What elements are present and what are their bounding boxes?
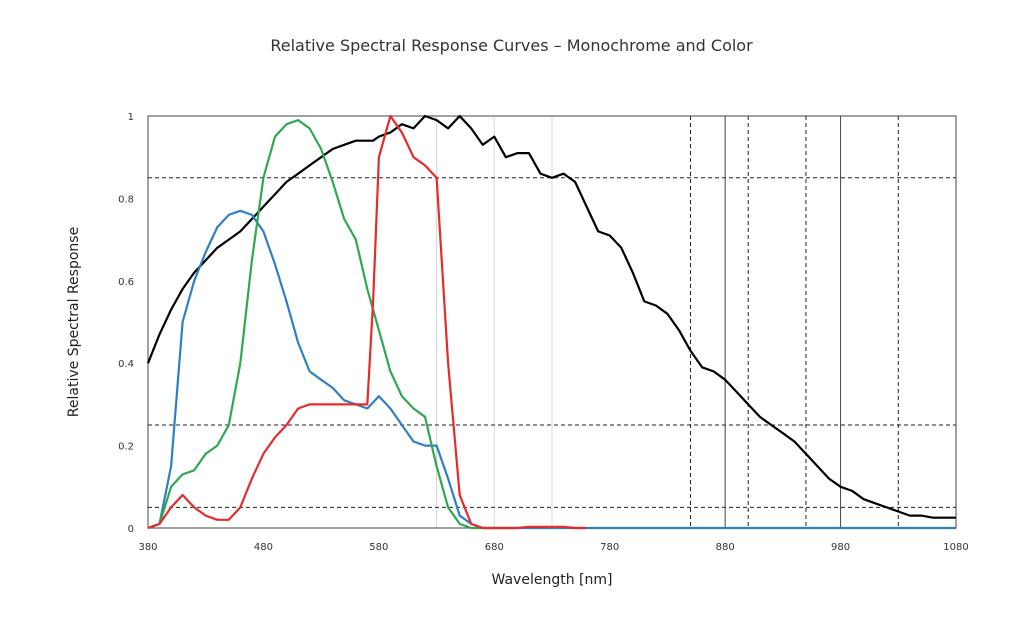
y-tick-label: 0.8 [118, 194, 134, 205]
x-axis-label: Wavelength [nm] [492, 572, 613, 588]
y-axis-label: Relative Spectral Response [66, 227, 82, 417]
y-tick-label: 0.2 [118, 442, 134, 453]
series-line-2 [148, 120, 517, 528]
y-tick-label: 1 [128, 112, 134, 123]
x-tick-label: 780 [600, 542, 619, 553]
x-tick-label: 480 [254, 542, 273, 553]
x-tick-label: 980 [831, 542, 850, 553]
x-tick-label: 1080 [943, 542, 968, 553]
y-tick-label: 0 [128, 524, 134, 535]
x-tick-label: 580 [369, 542, 388, 553]
x-tick-label: 680 [485, 542, 504, 553]
y-tick-label: 0.6 [118, 277, 134, 288]
y-tick-label: 0.4 [118, 359, 134, 370]
spectral-response-chart: 380 480 580 680 780 880 980 108000.20.40.60.81 … [0, 0, 1023, 626]
x-tick-label: 380 [138, 542, 157, 553]
x-tick-label: 880 [716, 542, 735, 553]
